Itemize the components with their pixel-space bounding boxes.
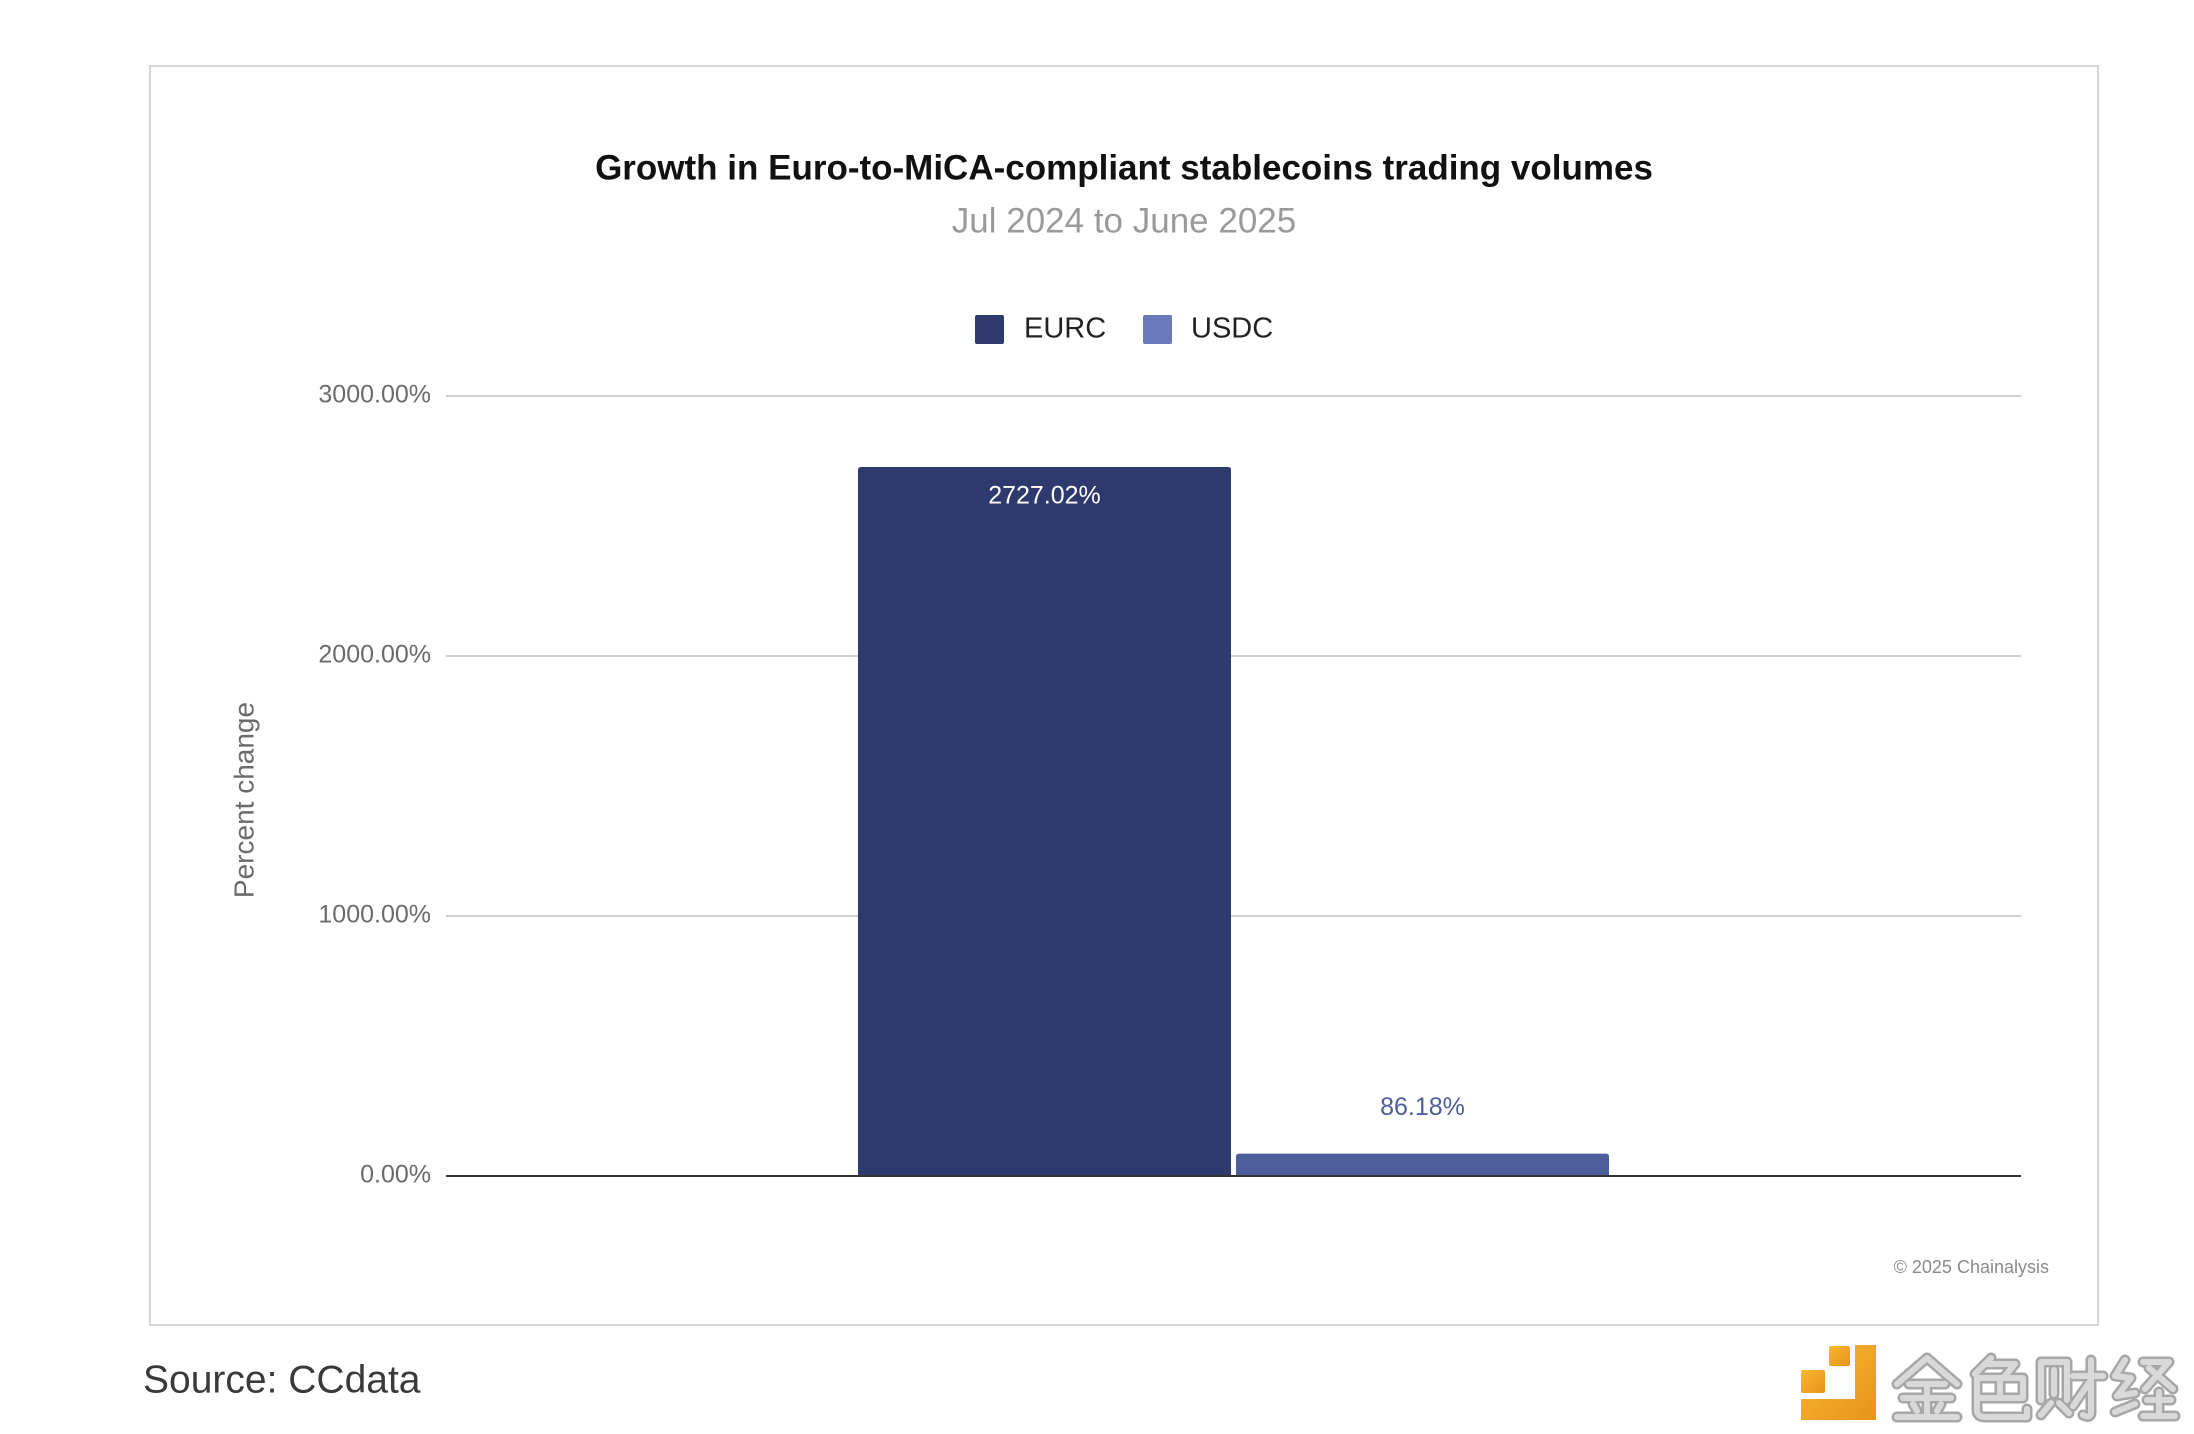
y-tick-label: 2000.00% [318, 641, 431, 669]
logo [1801, 1345, 2181, 1423]
gridlines [446, 395, 2021, 917]
chart-subtitle: Jul 2024 to June 2025 [952, 201, 1296, 240]
legend-label-usdc: USDC [1191, 313, 1273, 345]
logo-wordmark [1891, 1352, 2181, 1423]
data-labels: 2727.02% 86.18% [988, 482, 1465, 1122]
y-tick-label: 1000.00% [318, 901, 431, 929]
data-label-eurc: 2727.02% [988, 482, 1101, 510]
legend: EURC USDC [975, 313, 1273, 345]
logo-icon [1801, 1345, 1876, 1420]
legend-item-eurc: EURC [975, 313, 1106, 345]
y-axis-title: Percent change [228, 702, 259, 898]
legend-label-eurc: EURC [1024, 313, 1106, 345]
chart-credit: © 2025 Chainalysis [1894, 1257, 2049, 1277]
bar-series [858, 466, 1609, 1176]
y-tick-label: 3000.00% [318, 381, 431, 409]
data-label-usdc: 86.18% [1380, 1093, 1465, 1121]
source-note: Source: CCdata [143, 1358, 421, 1401]
legend-swatch-eurc [975, 315, 1004, 344]
bar-eurc [858, 466, 1231, 1176]
bar-usdc [1236, 1153, 1609, 1176]
y-tick-label: 0.00% [360, 1161, 431, 1189]
legend-item-usdc: USDC [1143, 313, 1273, 345]
y-axis-ticks: 3000.00% 2000.00% 1000.00% 0.00% [318, 381, 431, 1189]
chart-title: Growth in Euro-to-MiCA-compliant stablec… [595, 148, 1653, 187]
legend-swatch-usdc [1143, 315, 1172, 344]
